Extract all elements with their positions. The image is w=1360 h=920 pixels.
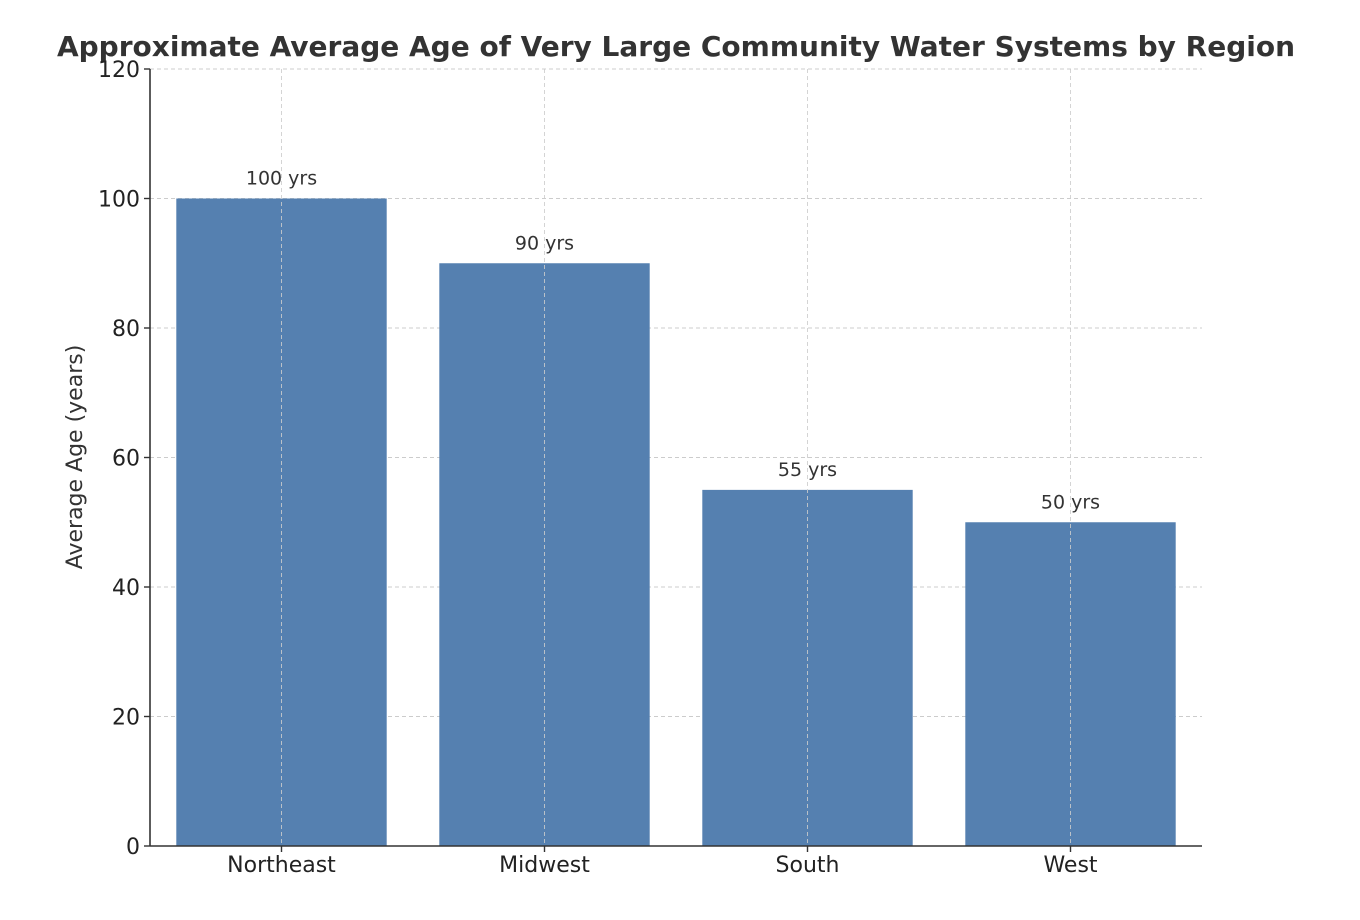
x-tick-label-midwest: Midwest (499, 853, 590, 878)
x-tick-label-west: West (1043, 853, 1097, 878)
y-tick-label: 120 (98, 58, 140, 83)
data-label-midwest: 90 yrs (515, 232, 574, 254)
chart-title: Approximate Average Age of Very Large Co… (57, 30, 1295, 63)
data-labels-layer: 100 yrs 90 yrs 55 yrs 50 yrs (246, 69, 1100, 846)
data-label-northeast: 100 yrs (246, 168, 317, 190)
y-tick-label: 0 (126, 835, 140, 860)
data-label-west: 50 yrs (1041, 491, 1100, 513)
y-tick-label: 60 (112, 447, 140, 472)
y-tick-label: 80 (112, 317, 140, 342)
x-tick-label-south: South (776, 853, 840, 878)
y-tick-label: 40 (112, 576, 140, 601)
ticks-layer: 0 20 40 60 80 100 120 Northeast Midwest South West (98, 58, 1098, 878)
y-tick-label: 100 (98, 188, 140, 213)
data-label-south: 55 yrs (778, 459, 837, 481)
bars-layer (176, 198, 1176, 846)
y-tick-label: 20 (112, 706, 140, 731)
y-axis-label: Average Age (years) (63, 345, 88, 570)
bar-northeast (176, 198, 387, 846)
x-tick-label-northeast: Northeast (227, 853, 336, 878)
